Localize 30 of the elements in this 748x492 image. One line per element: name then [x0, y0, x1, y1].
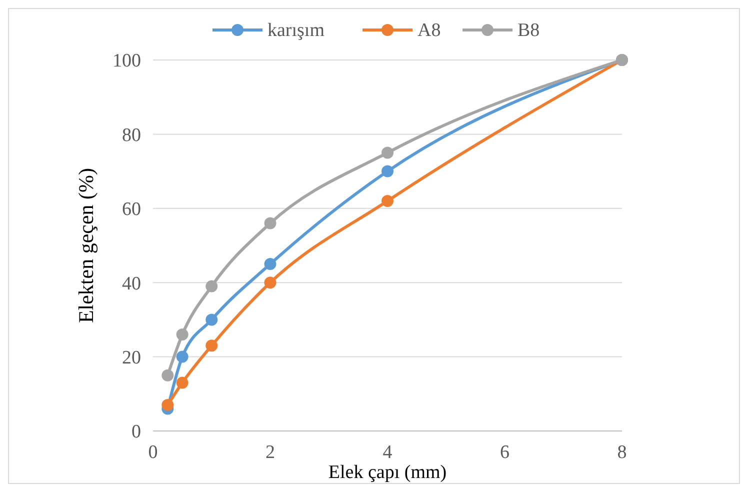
- point: [176, 350, 188, 363]
- point: [206, 340, 218, 352]
- point: [176, 328, 188, 341]
- point: [162, 399, 174, 412]
- point: [206, 314, 218, 326]
- point: [264, 258, 276, 270]
- y-tick-label: 0: [132, 422, 141, 443]
- point: [206, 280, 218, 292]
- point: [264, 276, 276, 289]
- x-tick-label: 2: [266, 442, 275, 463]
- point: [382, 165, 394, 178]
- point: [264, 217, 276, 230]
- x-axis-title: Elek çapı (mm): [328, 462, 447, 483]
- point: [176, 376, 188, 389]
- x-tick-label: 0: [148, 442, 158, 463]
- x-tick-label: 8: [617, 442, 627, 463]
- y-tick-label: 40: [122, 273, 141, 294]
- legend-label: karışım: [268, 20, 325, 41]
- point: [162, 369, 174, 382]
- point: [382, 194, 394, 207]
- point: [382, 146, 394, 159]
- y-tick-label: 20: [122, 347, 141, 368]
- y-axis-title: Elekten geçen (%): [74, 168, 98, 324]
- y-tick-label: 100: [112, 50, 141, 72]
- legend-label: A8: [418, 20, 441, 41]
- y-tick-label: 60: [122, 199, 141, 220]
- y-tick-label: 80: [122, 124, 141, 146]
- x-tick-label: 6: [500, 442, 510, 463]
- legend-label: B8: [518, 20, 540, 41]
- x-tick-label: 4: [382, 442, 393, 463]
